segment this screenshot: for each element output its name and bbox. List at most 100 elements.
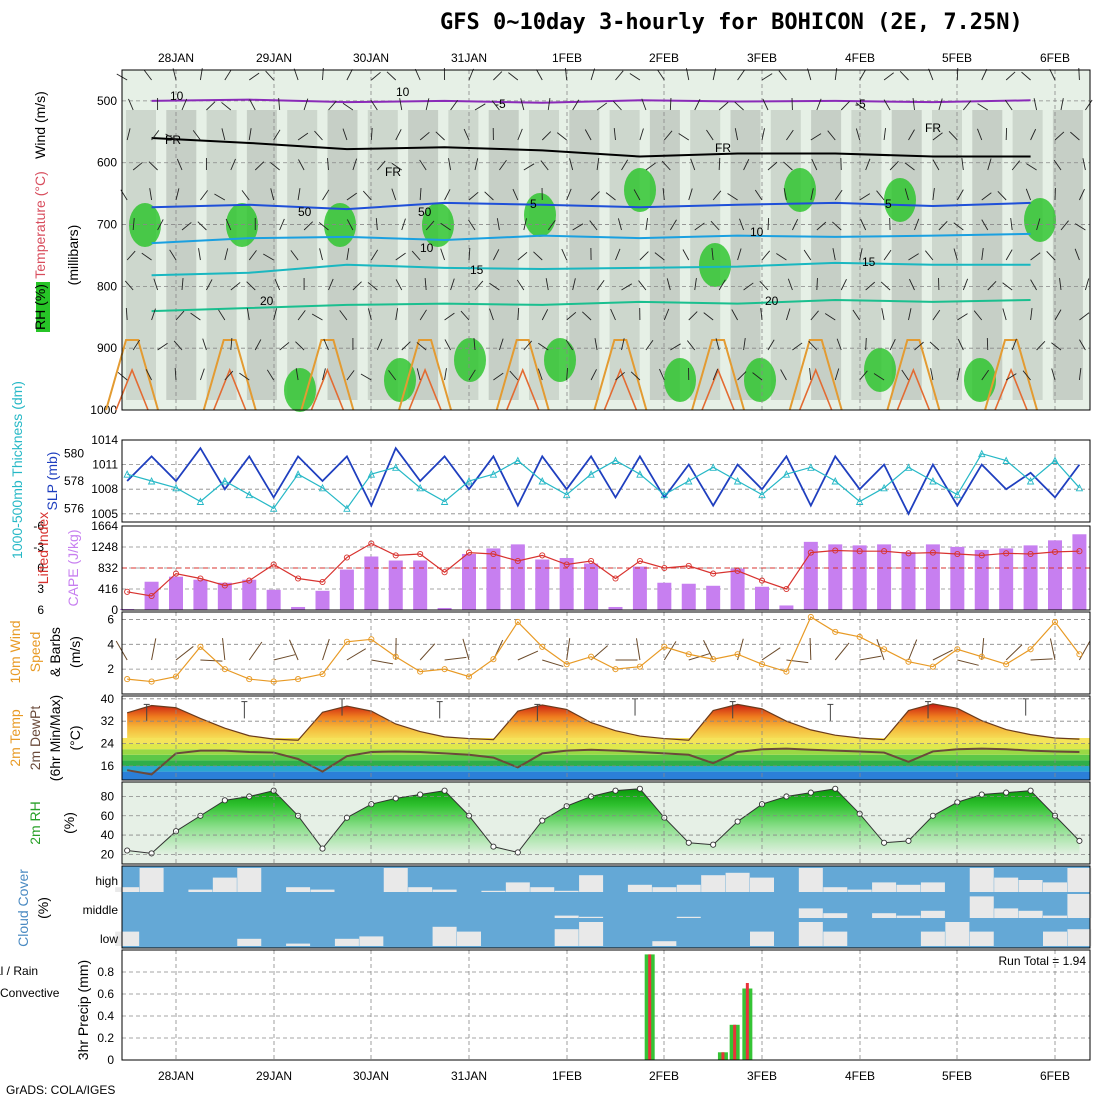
cape-bar [193,579,208,610]
wind-barb-10m [1049,638,1056,661]
wind-speed-point [417,668,424,675]
wind-barb [1022,370,1031,381]
wind-barb [706,129,714,141]
cloud-panel-frame [121,865,1091,949]
cloud-bar-middle [1067,894,1092,918]
wind-barb [808,340,818,351]
wind-barb [279,218,285,231]
wind-barb [484,191,494,201]
wind-barb [883,99,891,111]
wind-speed-point [343,638,350,645]
wind-barb [199,368,205,381]
wind-barb [859,370,868,381]
wind-barb [1026,163,1037,171]
wind-barb [612,100,622,111]
wind-barb [654,252,665,261]
li-tick-label: -3 [33,540,44,554]
wind-barb [328,278,334,291]
bottom-day-label: 1FEB [552,1069,582,1083]
rh-point [417,791,424,798]
wind-barb [175,188,180,201]
wind-barb [370,127,373,141]
wind-barb [852,309,861,321]
isotherm-30 [701,367,735,411]
wind-barb [718,101,729,111]
cloud-bar-middle [872,913,897,918]
ylabel-cape: CAPE (J/kg) [65,529,81,606]
wind-barb [645,340,654,351]
isotherm-label: FR [385,165,401,179]
wind-barb [582,311,592,321]
wind-barb-10m [859,655,882,661]
cloud-bar-high [969,868,994,892]
wind-barb [266,369,275,381]
wind-speed-point [905,658,912,665]
lifted-index-point [905,550,912,557]
ylabel-wind-barbs: & Barbs [47,627,63,677]
wind-barb [904,188,909,201]
wind-barb [908,253,919,261]
ylabel-precip: 3hr Precip (mm) [75,960,91,1060]
rh-point [539,817,546,824]
slp-panel-frame [121,439,1091,523]
wind-barb-10m [462,638,470,661]
cape-bar [706,585,721,610]
wind-barb [376,160,386,171]
wind-barb [865,281,876,291]
cloud-bar-high [896,884,921,892]
wind-barb [953,222,964,231]
rh-point [441,787,448,794]
wind-barb-10m [786,659,809,664]
ylabel-wind-speed: Speed [27,632,43,672]
wind-barb [605,192,616,201]
wind-barb [249,99,256,111]
bottom-day-label: 6FEB [1040,1069,1070,1083]
thickness-point [685,476,693,485]
wind-speed-point [392,653,399,660]
ylabel-dewpt: 2m DewPt [27,706,43,771]
wind-barb [496,218,500,231]
wind-barb [1011,160,1021,171]
rh-blob [422,203,454,247]
rh-point [514,849,521,856]
cape-bar [266,589,281,610]
wind-barb [132,162,143,171]
wind-speed-point [539,643,546,650]
wind-barb [145,369,152,381]
wind-barb [1060,98,1064,111]
wind-barb [617,218,622,231]
wind-barb [520,98,525,111]
wind-barb [468,219,476,231]
rh-panel-frame [121,781,1091,865]
wind-barb [1010,218,1013,231]
cape-tick-label: 0 [111,603,118,617]
wind-barb [342,128,348,141]
wind-barb [169,249,177,261]
wind-barb [153,278,159,291]
temp-band [122,743,1090,750]
wind-barb [1074,248,1080,261]
rh-shade-band [206,110,237,400]
isotherm-label: 50 [418,205,432,219]
wind-barb [662,188,665,201]
cape-bar [486,548,501,610]
wind-barb [221,102,232,111]
cloud-bar-low [750,931,774,946]
isotherm-25 [691,339,746,411]
thickness-point [782,470,791,478]
ylabel-units: (millibars) [65,225,81,286]
wind-barb [274,278,281,291]
li-tick-label: 3 [37,582,44,596]
wind-barb [444,189,451,201]
wind-barb [230,282,241,291]
wind-barb [840,101,850,111]
cloud-bar-middle [1043,915,1067,918]
pressure-tick-label: 700 [97,218,117,232]
ylabel-thickness: 1000-500mb Thickness (dm) [9,381,25,559]
wind-speed-point [490,656,497,663]
wind-barb [703,312,714,321]
cloud-bar-high [994,877,1019,892]
cloud-bar-high [432,889,457,892]
isotherm-0 [151,137,1031,158]
wind-barb [360,373,372,381]
